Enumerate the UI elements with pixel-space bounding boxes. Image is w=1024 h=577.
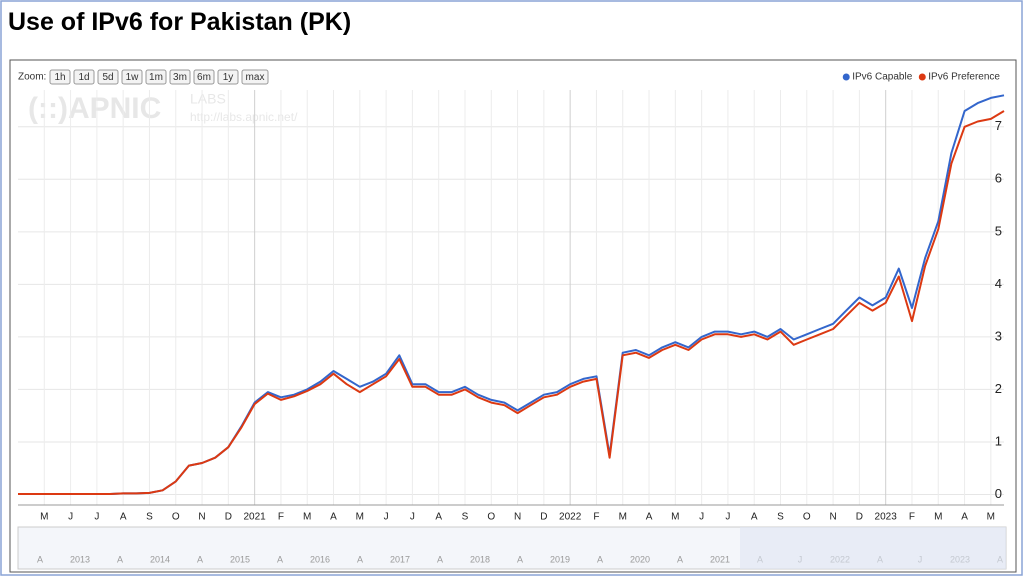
x-tick-label: F — [278, 512, 284, 523]
zoom-button-label: 5d — [102, 72, 113, 83]
y-tick-label: 5 — [995, 223, 1002, 238]
zoom-button[interactable] — [241, 69, 269, 85]
x-tick-label: O — [487, 512, 495, 523]
navigator-label: A — [357, 554, 363, 564]
navigator-label: 2016 — [310, 554, 330, 564]
x-tick-label: J — [384, 512, 389, 523]
navigator-label: 2018 — [470, 554, 490, 564]
y-tick-label: 0 — [995, 486, 1002, 501]
navigator-label: A — [437, 554, 443, 564]
navigator-label: 2014 — [150, 554, 170, 564]
zoom-button-label: 1y — [223, 72, 234, 83]
navigator-label: A — [597, 554, 603, 564]
y-tick-label: 1 — [995, 433, 1002, 448]
zoom-button[interactable] — [49, 69, 71, 85]
navigator-label: A — [677, 554, 683, 564]
x-tick-label: D — [540, 512, 547, 523]
legend-marker — [842, 73, 850, 81]
x-tick-label: 2022 — [559, 512, 582, 523]
zoom-button-label: 1w — [126, 72, 140, 83]
navigator-label: A — [37, 554, 43, 564]
y-tick-label: 2 — [995, 381, 1002, 396]
navigator-label: A — [277, 554, 283, 564]
zoom-label: Zoom: — [18, 72, 46, 83]
navigator-label: 2021 — [710, 554, 730, 564]
x-tick-label: M — [987, 512, 995, 523]
x-tick-label: J — [699, 512, 704, 523]
watermark-url: http://labs.apnic.net/ — [190, 110, 298, 124]
x-tick-label: M — [40, 512, 48, 523]
zoom-button-label: 6m — [197, 72, 211, 83]
x-tick-label: N — [829, 512, 836, 523]
navigator-label: A — [197, 554, 203, 564]
navigator-label: 2015 — [230, 554, 250, 564]
x-tick-label: A — [120, 512, 127, 523]
x-tick-label: O — [803, 512, 811, 523]
legend-marker — [918, 73, 926, 81]
y-tick-label: 7 — [995, 118, 1002, 133]
watermark: (::)APNIC LABS http://labs.apnic.net/ — [28, 91, 298, 125]
zoom-button[interactable] — [145, 69, 167, 85]
x-tick-label: J — [410, 512, 415, 523]
x-tick-label: 2023 — [875, 512, 898, 523]
navigator-label: 2013 — [70, 554, 90, 564]
navigator-label: 2020 — [630, 554, 650, 564]
x-tick-label: M — [356, 512, 364, 523]
navigator-window — [740, 527, 1006, 569]
x-tick-label: D — [856, 512, 863, 523]
zoom-button[interactable] — [169, 69, 191, 85]
watermark-logo: (::)APNIC — [28, 92, 161, 125]
y-tick-label: 6 — [995, 171, 1002, 186]
x-tick-label: D — [225, 512, 232, 523]
x-tick-label: F — [909, 512, 915, 523]
x-tick-label: A — [646, 512, 653, 523]
zoom-button-label: max — [246, 72, 265, 83]
x-tick-label: O — [172, 512, 180, 523]
x-tick-label: M — [619, 512, 627, 523]
x-tick-label: M — [934, 512, 942, 523]
y-tick-label: 3 — [995, 328, 1002, 343]
chart-frame — [9, 59, 1017, 573]
zoom-button-label: 3m — [173, 72, 187, 83]
x-tick-label: M — [303, 512, 311, 523]
x-tick-label: M — [671, 512, 679, 523]
legend-label: IPv6 Capable — [852, 72, 912, 83]
x-tick-label: F — [593, 512, 599, 523]
zoom-button[interactable] — [193, 69, 215, 85]
series-line — [18, 110, 1005, 495]
page-title: Use of IPv6 for Pakistan (PK) — [8, 8, 352, 36]
navigator-label: A — [117, 554, 123, 564]
x-tick-label: N — [198, 512, 205, 523]
x-tick-label: A — [435, 512, 442, 523]
x-tick-label: S — [777, 512, 784, 523]
navigator-label: 2017 — [390, 554, 410, 564]
zoom-button-label: 1m — [149, 72, 163, 83]
zoom-button[interactable] — [73, 69, 95, 85]
legend-label: IPv6 Preference — [928, 72, 1000, 83]
x-tick-label: A — [751, 512, 758, 523]
y-tick-label: 4 — [995, 276, 1002, 291]
x-tick-label: J — [68, 512, 73, 523]
zoom-button[interactable] — [97, 69, 119, 85]
watermark-labs: LABS — [190, 91, 226, 107]
zoom-button[interactable] — [217, 69, 239, 85]
zoom-button[interactable] — [121, 69, 143, 85]
zoom-button-label: 1d — [78, 72, 89, 83]
navigator-label: 2019 — [550, 554, 570, 564]
x-tick-label: S — [146, 512, 153, 523]
x-tick-label: 2021 — [244, 512, 267, 523]
x-tick-label: A — [330, 512, 337, 523]
x-tick-label: J — [94, 512, 99, 523]
navigator-label: A — [517, 554, 523, 564]
x-tick-label: J — [725, 512, 730, 523]
x-tick-label: S — [462, 512, 469, 523]
x-tick-label: N — [514, 512, 521, 523]
zoom-button-label: 1h — [54, 72, 65, 83]
x-tick-label: A — [961, 512, 968, 523]
